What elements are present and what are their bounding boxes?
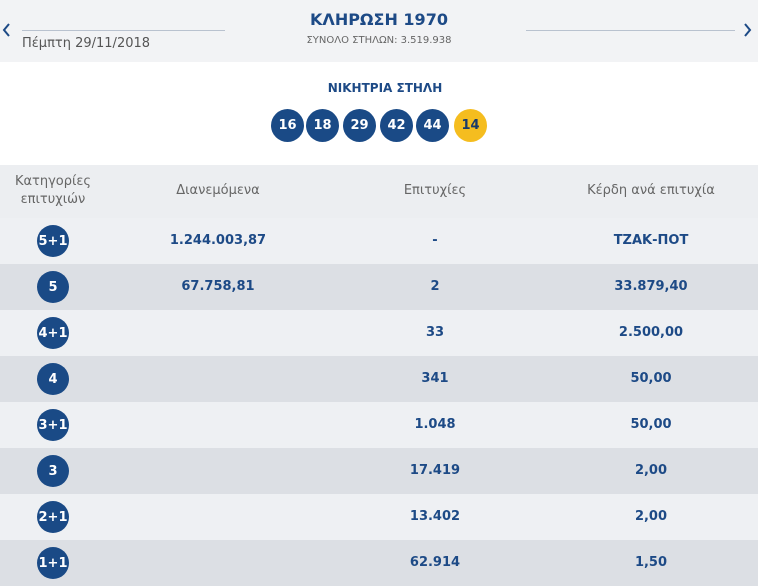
table-row: 4+1 33 2.500,00: [0, 310, 758, 356]
prize: 50,00: [630, 417, 672, 432]
column-header: Επιτυχίες: [403, 183, 467, 198]
prize: 2,00: [634, 463, 668, 478]
winners: 341: [421, 371, 449, 386]
category-badge: 3: [37, 455, 69, 487]
winners: 17.419: [409, 463, 461, 478]
category-badge: 5+1: [37, 225, 69, 257]
table-row: 5 67.758,81 2 33.879,40: [0, 264, 758, 310]
category-badge: 3+1: [37, 409, 69, 441]
prize: 50,00: [630, 371, 672, 386]
category-badge: 1+1: [37, 547, 69, 579]
winners: 62.914: [409, 555, 461, 570]
draw-date: Πέμπτη 29/11/2018: [22, 36, 151, 51]
table-row: 3 17.419 2,00: [0, 448, 758, 494]
prize: 2.500,00: [618, 325, 684, 340]
table-header: Κατηγορίες επιτυχιών Διανεμόμενα Επιτυχί…: [0, 165, 758, 218]
distributed: 67.758,81: [181, 279, 255, 294]
table-row: 4 341 50,00: [0, 356, 758, 402]
next-arrow[interactable]: [740, 20, 754, 40]
category-badge: 4: [37, 363, 69, 395]
prev-arrow[interactable]: [0, 20, 14, 40]
winners: 13.402: [409, 509, 461, 524]
number-ball: 16: [271, 109, 304, 142]
category-badge: 5: [37, 271, 69, 303]
table-row: 1+1 62.914 1,50: [0, 540, 758, 586]
total-columns: ΣΥΝΟΛΟ ΣΤΗΛΩΝ: 3.519.938: [306, 35, 452, 46]
winners: -: [432, 233, 438, 248]
number-ball: 44: [416, 109, 449, 142]
header-bar: Πέμπτη 29/11/2018 ΚΛΗΡΩΣΗ 1970 ΣΥΝΟΛΟ ΣΤ…: [0, 0, 758, 62]
number-ball: 42: [380, 109, 413, 142]
number-ball: 18: [306, 109, 339, 142]
winners: 2: [430, 279, 440, 294]
column-header: Κέρδη ανά επιτυχία: [587, 183, 715, 198]
category-badge: 4+1: [37, 317, 69, 349]
prize: 2,00: [634, 509, 668, 524]
prize: 33.879,40: [614, 279, 688, 294]
category-badge: 2+1: [37, 501, 69, 533]
joker-ball: 14: [454, 109, 487, 142]
table-row: 2+1 13.402 2,00: [0, 494, 758, 540]
winners: 33: [425, 325, 445, 340]
prize: ΤΖΑΚ-ΠΟΤ: [613, 233, 689, 248]
winners: 1.048: [414, 417, 456, 432]
column-header: Κατηγορίες επιτυχιών: [14, 174, 92, 207]
table-row: 3+1 1.048 50,00: [0, 402, 758, 448]
draw-title: ΚΛΗΡΩΣΗ 1970: [310, 10, 448, 29]
column-header: Διανεμόμενα: [176, 183, 260, 198]
number-ball: 29: [343, 109, 376, 142]
winning-title: ΝΙΚΗΤΡΙΑ ΣΤΗΛΗ: [327, 81, 443, 95]
table-row: 5+1 1.244.003,87 - ΤΖΑΚ-ΠΟΤ: [0, 218, 758, 264]
prize: 1,50: [634, 555, 668, 570]
divider: [22, 30, 225, 31]
divider: [526, 30, 735, 31]
distributed: 1.244.003,87: [169, 233, 267, 248]
